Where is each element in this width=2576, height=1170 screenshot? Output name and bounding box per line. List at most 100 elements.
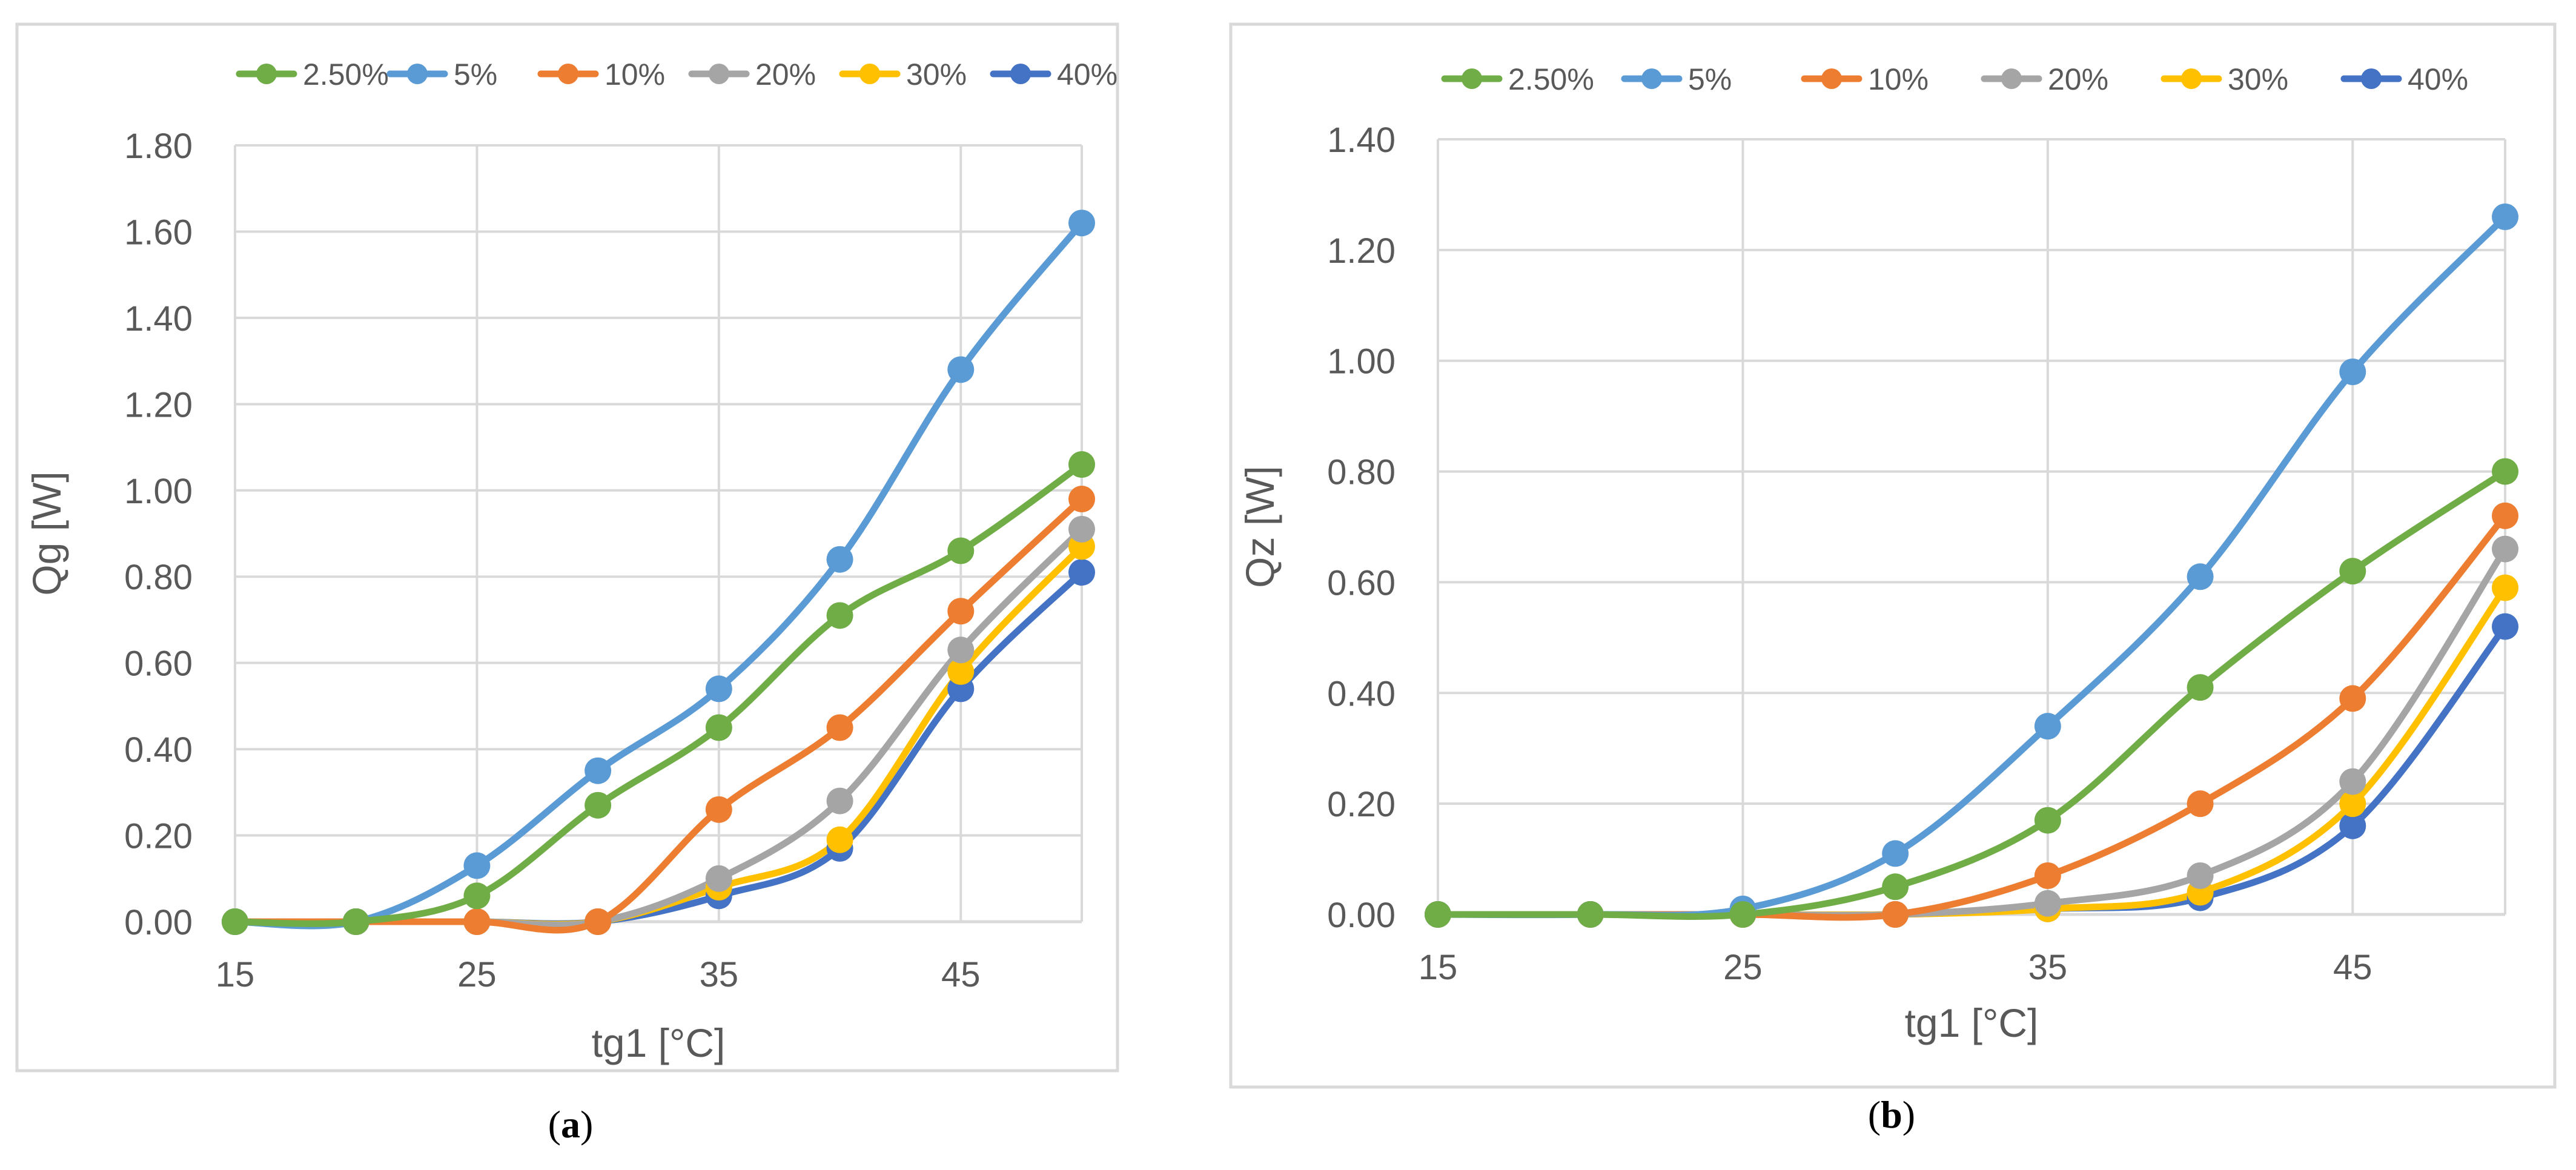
data-point (947, 598, 975, 625)
data-point (947, 356, 975, 383)
data-point (2339, 685, 2366, 712)
y-tick-label: 1.40 (1327, 121, 1396, 160)
data-point (2492, 458, 2518, 485)
legend-label: 10% (1868, 62, 1929, 96)
series-line (231, 461, 1085, 927)
legend-swatch-marker (709, 64, 729, 84)
data-point (1882, 901, 1909, 928)
y-tick-label: 0.40 (124, 730, 193, 770)
data-point (463, 852, 491, 879)
panel-letter: a (561, 1103, 580, 1146)
y-tick-label: 0.40 (1327, 674, 1396, 713)
y-tick-label: 0.00 (124, 903, 193, 942)
data-point (2339, 790, 2366, 818)
chart-frame (1229, 22, 2557, 1089)
x-tick-label: 35 (2028, 948, 2068, 987)
legend-swatch-marker (2001, 68, 2022, 89)
data-point (947, 537, 975, 564)
legend-label: 2.50% (1508, 62, 1594, 96)
data-point (2339, 768, 2366, 795)
data-point (2034, 862, 2061, 889)
y-tick-label: 0.00 (1327, 896, 1396, 935)
y-axis-title: Qg [W] (24, 471, 69, 595)
y-tick-label: 0.20 (1327, 785, 1396, 824)
data-point (584, 908, 612, 935)
data-point (826, 714, 853, 741)
data-point (463, 882, 491, 910)
y-tick-label: 0.80 (124, 558, 193, 597)
data-point (2034, 807, 2061, 834)
x-tick-label: 25 (1723, 948, 1763, 987)
legend-label: 30% (906, 58, 967, 91)
data-point (1882, 873, 1909, 901)
y-tick-label: 0.60 (1327, 563, 1396, 603)
data-point (1577, 901, 1604, 928)
legend-label: 40% (2408, 62, 2468, 96)
data-point (1729, 901, 1757, 928)
y-axis-title: Qz [W] (1237, 466, 1282, 588)
data-point (2339, 812, 2366, 839)
data-point (1882, 840, 1909, 867)
legend-swatch-marker (1821, 68, 1842, 89)
series-line (1434, 468, 2509, 920)
data-point (2339, 359, 2366, 385)
y-tick-label: 1.00 (1327, 342, 1396, 382)
legend-label: 30% (2228, 62, 2288, 96)
data-point (705, 796, 732, 823)
data-point (705, 865, 732, 892)
data-point (1068, 559, 1095, 586)
y-tick-label: 1.60 (124, 213, 193, 252)
data-point (2492, 502, 2518, 529)
x-axis-title: tg1 [°C] (592, 1020, 726, 1065)
data-point (2187, 674, 2214, 701)
legend-swatch-marker (859, 64, 880, 84)
data-point (1068, 515, 1095, 543)
data-point (2492, 203, 2518, 230)
legend-swatch-marker (256, 64, 277, 84)
data-point (2492, 535, 2518, 563)
data-point (584, 792, 612, 819)
x-axis-title: tg1 [°C] (1905, 1000, 2039, 1045)
y-tick-label: 1.80 (124, 127, 193, 166)
x-tick-label: 35 (700, 955, 739, 994)
data-point (1068, 486, 1095, 513)
chart-panel-b: 0.00 0.20 0.40 0.60 0.80 1.00 1.20 1.40 15 25 35 45… (1229, 22, 2557, 1136)
panel-letter: b (1881, 1093, 1902, 1136)
data-point (2339, 558, 2366, 585)
data-point (222, 908, 248, 935)
legend-swatch-marker (407, 64, 428, 84)
x-tick-label: 45 (2333, 948, 2372, 987)
data-point (705, 714, 732, 741)
data-point (2034, 890, 2061, 917)
legend-swatch-marker (558, 64, 578, 84)
legend-label: 5% (454, 58, 497, 91)
legend-label: 2.50% (303, 58, 389, 91)
panel-label: (b) (1868, 1093, 1915, 1136)
data-point (1068, 451, 1095, 478)
data-point (1068, 210, 1095, 237)
x-tick-label: 15 (216, 955, 255, 994)
chart-frame (15, 22, 1119, 1072)
legend-swatch-marker (1641, 68, 1662, 89)
legend-label: 5% (1688, 62, 1732, 96)
data-point (826, 602, 853, 629)
data-point (2187, 862, 2214, 889)
legend-swatch-marker (1462, 68, 1482, 89)
data-point (826, 546, 853, 573)
x-tick-label: 45 (941, 955, 981, 994)
y-tick-label: 0.60 (124, 644, 193, 684)
data-point (584, 757, 612, 784)
data-point (826, 826, 853, 853)
data-point (2187, 790, 2214, 818)
legend-swatch-marker (2361, 68, 2382, 89)
data-point (463, 908, 491, 935)
data-point (2034, 713, 2061, 740)
legend-swatch-marker (1010, 64, 1031, 84)
panel-label: (a) (548, 1103, 594, 1146)
data-point (342, 908, 369, 935)
data-point (705, 675, 732, 702)
legend-label: 40% (1057, 58, 1117, 91)
data-point (947, 636, 975, 664)
y-tick-label: 1.20 (124, 385, 193, 425)
